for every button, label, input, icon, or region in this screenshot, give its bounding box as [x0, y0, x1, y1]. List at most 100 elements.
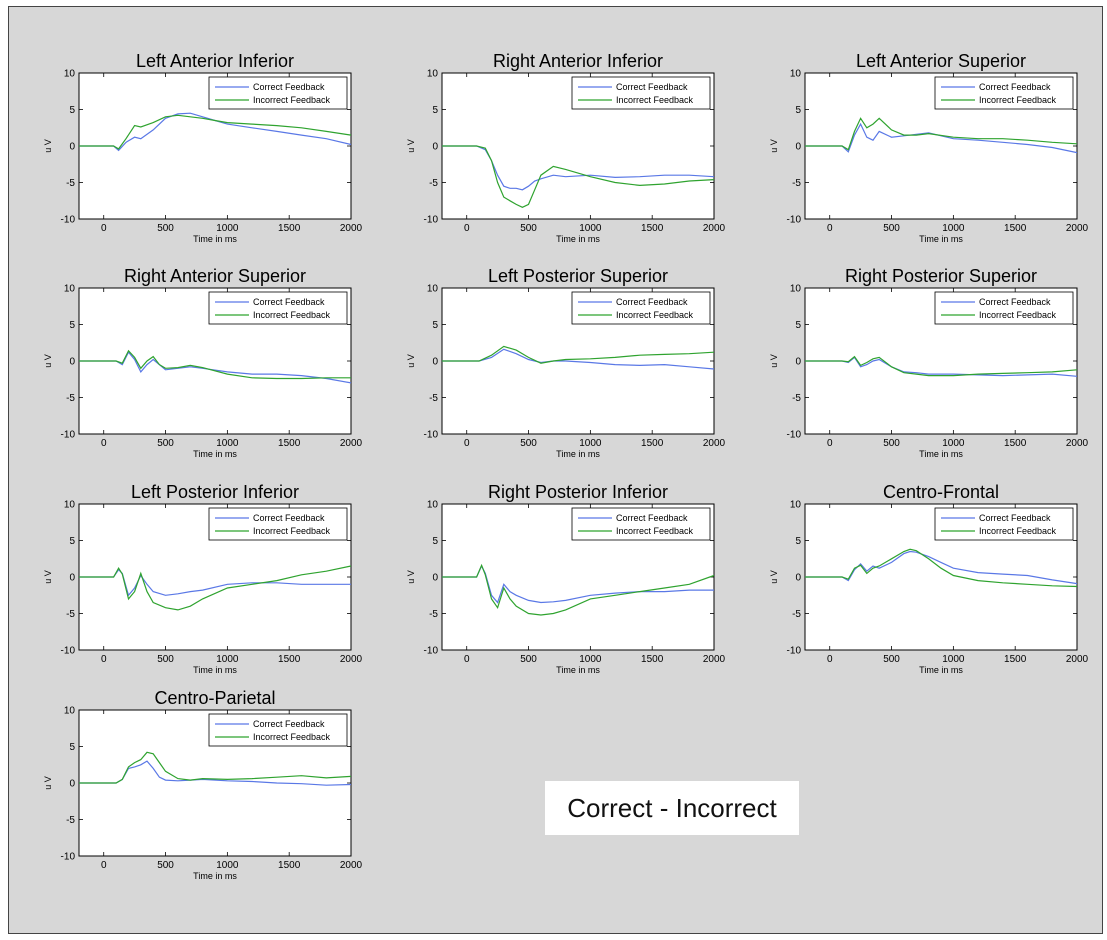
y-tick-label: 10 [427, 500, 439, 511]
x-axis-label: Time in ms [919, 665, 963, 675]
x-tick-label: 500 [883, 223, 900, 234]
x-tick-label: 1000 [579, 654, 602, 665]
x-tick-label: 1000 [942, 223, 965, 234]
subplot-9: Centro-Frontal 10 5 0 -5 -10 0 500 1000 1500 2000 T… [769, 482, 1089, 675]
y-tick-label: -10 [61, 430, 76, 441]
y-tick-label: 5 [69, 742, 75, 753]
legend: Correct Feedback Incorrect Feedback [571, 291, 711, 325]
x-tick-label: 2000 [340, 438, 363, 449]
legend-label: Incorrect Feedback [253, 95, 331, 105]
x-tick-label: 1000 [216, 438, 239, 449]
x-tick-label: 1000 [579, 223, 602, 234]
y-tick-label: 5 [795, 536, 801, 547]
y-tick-label: 0 [795, 142, 801, 153]
series-incorrect-line [79, 751, 352, 784]
subplot-title: Right Posterior Superior [845, 266, 1037, 286]
x-tick-label: 2000 [703, 223, 726, 234]
x-tick-label: 500 [520, 438, 537, 449]
legend-label: Correct Feedback [979, 82, 1051, 92]
y-axis-label: u V [406, 570, 416, 584]
legend-box [571, 291, 711, 325]
y-tick-label: 5 [795, 320, 801, 331]
legend-box [934, 291, 1074, 325]
y-tick-label: -10 [787, 430, 802, 441]
series-correct-line [79, 351, 352, 384]
y-axis-label: u V [43, 776, 53, 790]
y-axis-label: u V [406, 139, 416, 153]
x-tick-label: 1500 [641, 438, 664, 449]
x-tick-label: 1000 [579, 438, 602, 449]
y-tick-label: -5 [66, 393, 75, 404]
subplot-4: Right Anterior Superior 10 5 0 -5 -10 0 500 1000… [43, 266, 363, 459]
subplot-title: Left Posterior Superior [488, 266, 668, 286]
x-tick-label: 1000 [942, 438, 965, 449]
legend-label: Correct Feedback [616, 82, 688, 92]
x-tick-label: 0 [464, 654, 470, 665]
y-tick-label: -5 [792, 393, 801, 404]
y-tick-label: 0 [69, 779, 75, 790]
legend: Correct Feedback Incorrect Feedback [934, 291, 1074, 325]
x-tick-label: 0 [464, 438, 470, 449]
y-tick-label: -5 [66, 815, 75, 826]
subplot-1: Left Anterior Inferior 10 5 0 -5 -10 0 500 1000 1… [43, 51, 363, 244]
legend: Correct Feedback Incorrect Feedback [934, 507, 1074, 541]
subplot-title: Centro-Frontal [883, 482, 999, 502]
subplot-title: Right Anterior Superior [124, 266, 306, 286]
x-tick-label: 500 [157, 438, 174, 449]
x-tick-label: 2000 [703, 438, 726, 449]
y-tick-label: 0 [795, 357, 801, 368]
y-tick-label: -10 [424, 430, 439, 441]
subplot-10: Centro-Parietal 10 5 0 -5 -10 0 500 1000 1500 2000… [43, 688, 363, 881]
y-tick-label: 10 [790, 284, 802, 295]
y-tick-label: -10 [787, 646, 802, 657]
x-tick-label: 500 [520, 223, 537, 234]
series-correct-line [805, 550, 1078, 585]
subplot-3: Left Anterior Superior 10 5 0 -5 -10 0 500 1000 1… [769, 51, 1089, 244]
x-tick-label: 1500 [1004, 654, 1027, 665]
y-axis-label: u V [43, 354, 53, 368]
x-tick-label: 500 [157, 223, 174, 234]
series-incorrect-line [805, 355, 1078, 377]
legend-label: Incorrect Feedback [253, 526, 331, 536]
x-axis-label: Time in ms [919, 449, 963, 459]
legend: Correct Feedback Incorrect Feedback [208, 76, 348, 110]
legend-box [208, 291, 348, 325]
y-tick-label: 10 [790, 500, 802, 511]
y-tick-label: 0 [432, 357, 438, 368]
x-tick-label: 0 [101, 860, 107, 871]
x-tick-label: 500 [157, 654, 174, 665]
series-correct-line [79, 112, 352, 152]
subplot-title: Right Posterior Inferior [488, 482, 668, 502]
legend-label: Incorrect Feedback [616, 526, 694, 536]
legend-label: Correct Feedback [253, 297, 325, 307]
subplot-title: Left Anterior Inferior [136, 51, 294, 71]
legend-label: Correct Feedback [616, 297, 688, 307]
y-tick-label: 0 [69, 573, 75, 584]
subplot-title: Right Anterior Inferior [493, 51, 663, 71]
y-tick-label: -5 [429, 178, 438, 189]
x-tick-label: 1000 [216, 223, 239, 234]
x-axis-label: Time in ms [919, 234, 963, 244]
x-tick-label: 1500 [641, 654, 664, 665]
x-tick-label: 1500 [278, 654, 301, 665]
y-tick-label: 10 [427, 69, 439, 80]
x-tick-label: 1500 [1004, 223, 1027, 234]
x-tick-label: 1500 [641, 223, 664, 234]
x-axis-label: Time in ms [556, 665, 600, 675]
y-tick-label: -5 [792, 609, 801, 620]
legend-label: Incorrect Feedback [979, 526, 1057, 536]
x-tick-label: 2000 [1066, 654, 1089, 665]
y-tick-label: 10 [790, 69, 802, 80]
legend-label: Correct Feedback [979, 297, 1051, 307]
x-tick-label: 2000 [340, 654, 363, 665]
y-tick-label: 0 [432, 142, 438, 153]
subplot-7: Left Posterior Inferior 10 5 0 -5 -10 0 500 1000… [43, 482, 363, 675]
x-tick-label: 2000 [703, 654, 726, 665]
y-axis-label: u V [43, 570, 53, 584]
series-incorrect-line [805, 548, 1078, 588]
x-tick-label: 0 [464, 223, 470, 234]
series-incorrect-line [442, 145, 715, 208]
y-axis-label: u V [769, 570, 779, 584]
x-tick-label: 2000 [340, 223, 363, 234]
